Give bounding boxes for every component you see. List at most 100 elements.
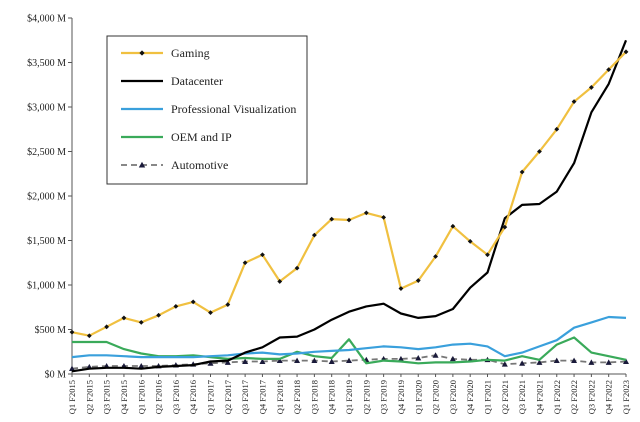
data-point-gaming [415,278,421,283]
data-point-gaming [346,217,352,223]
x-tick-label: Q3 F2019 [379,380,389,414]
series-line-datacenter [71,39,628,373]
legend-entry-automotive: Automotive [121,158,228,172]
x-tick-label: Q3 F2016 [171,380,181,414]
data-point-automotive [242,358,249,364]
y-tick-label: $500 M [35,325,67,336]
data-point-gaming [571,99,577,105]
data-point-gaming [156,312,161,318]
data-point-gaming [329,216,335,222]
x-tick-label: Q3 F2018 [309,380,319,414]
y-tick-label: $4,000 M [27,14,66,25]
legend-marker-automotive [138,161,146,168]
x-tick-label: Q1 F2023 [621,380,631,414]
data-point-gaming [398,286,404,291]
legend-entry-gaming: Gaming [121,46,210,60]
y-tick-label: $2,500 M [27,147,66,158]
x-tick-label: Q1 F2018 [275,380,285,414]
data-point-automotive [259,358,266,364]
data-point-gaming [381,214,387,220]
data-point-gaming [208,310,213,315]
y-tick-label: $2,000 M [27,192,66,203]
data-point-gaming [433,254,438,259]
y-tick-label: $1,500 M [27,236,66,247]
x-tick-label: Q4 F2016 [188,380,198,414]
x-tick-label: Q4 F2020 [465,380,475,414]
data-point-gaming [190,299,196,305]
data-point-gaming [69,329,75,335]
x-tick-label: Q2 F2015 [84,380,94,414]
x-tick-label: Q2 F2018 [292,380,302,414]
data-point-gaming [86,333,92,339]
data-point-gaming [277,279,283,284]
data-point-automotive [311,357,318,364]
legend-entry-professional-visualization: Professional Visualization [121,102,296,116]
legend-label-oem-and-ip: OEM and IP [171,130,232,144]
series-professional-visualization [71,315,627,359]
chart-axes: $0 M $500 M $1,000 M $1,500 M $2,000 M $2,500… [27,14,631,415]
data-point-gaming [173,303,179,309]
data-point-gaming [260,252,265,258]
data-point-automotive [432,352,439,358]
x-tick-label: Q2 F2016 [154,380,164,414]
data-point-automotive [69,365,75,372]
data-point-automotive [328,358,335,364]
data-point-automotive [623,358,629,364]
data-point-automotive [519,360,526,366]
data-point-gaming [554,126,560,132]
data-point-gaming [242,260,248,266]
y-tick-label: $1,000 M [27,281,66,292]
data-point-automotive [415,354,422,361]
data-point-automotive [276,357,283,364]
data-point-automotive [207,360,214,366]
y-tick-label: $3,000 M [27,103,66,114]
data-point-gaming [225,302,231,307]
data-point-gaming [311,232,317,238]
data-point-gaming [363,210,369,216]
data-point-gaming [588,85,594,90]
data-point-gaming [450,223,456,229]
legend-marker-gaming [139,50,145,56]
x-tick-label: Q3 F2020 [448,380,458,414]
data-point-automotive [571,357,578,364]
x-tick-label: Q1 F2015 [67,380,77,414]
data-point-gaming [537,149,542,154]
data-point-automotive [397,355,404,362]
series-line-professional-visualization [71,315,627,359]
data-point-automotive [138,362,145,369]
data-point-automotive [224,359,231,365]
legend-entry-oem-and-ip: OEM and IP [121,130,232,144]
y-tick-label: $3,500 M [27,58,66,69]
data-point-gaming [502,224,508,230]
legend-label-automotive: Automotive [171,158,228,172]
x-tick-label: Q4 F2022 [604,380,614,414]
data-point-automotive [346,357,352,364]
x-tick-label: Q1 F2017 [206,380,216,414]
x-tick-label: Q3 F2017 [240,380,250,414]
data-point-gaming [104,324,110,330]
x-tick-label: Q4 F2021 [534,380,544,414]
x-tick-label: Q2 F2020 [431,380,441,414]
data-point-gaming [121,315,127,321]
data-point-gaming [467,238,473,244]
data-point-automotive [294,357,301,364]
x-tick-label: Q1 F2016 [136,380,146,414]
x-tick-label: Q1 F2022 [552,380,562,414]
legend-label-professional-visualization: Professional Visualization [171,102,296,116]
data-point-automotive [501,361,508,367]
x-tick-label: Q1 F2019 [344,380,354,414]
x-tick-label: Q2 F2021 [500,380,510,414]
data-point-automotive [588,359,595,365]
x-tick-label: Q4 F2019 [396,380,406,414]
x-tick-label: Q2 F2022 [569,380,579,414]
data-point-automotive [605,359,612,365]
legend-label-gaming: Gaming [171,46,210,60]
y-tick-label: $0 M [45,370,67,381]
x-tick-label: Q3 F2021 [517,380,527,414]
legend-entry-datacenter: Datacenter [121,74,223,88]
data-point-automotive [553,357,560,364]
data-point-gaming [294,265,300,271]
series-layer [69,39,629,373]
chart-legend: Gaming Datacenter Professional Visualizati… [106,35,308,185]
